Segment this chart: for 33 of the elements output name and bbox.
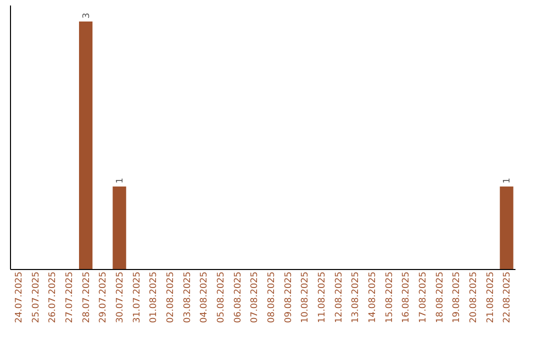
x-tick-label: 18.08.2025: [435, 272, 446, 324]
x-tick-label: 15.08.2025: [384, 272, 395, 324]
x-tick-label: 13.08.2025: [351, 272, 362, 324]
x-tick-label: 25.07.2025: [31, 272, 42, 324]
x-tick-label: 31.07.2025: [132, 272, 142, 324]
x-tick-label: 12.08.2025: [334, 272, 344, 324]
x-tick-label: 30.07.2025: [115, 272, 126, 324]
x-tick-label: 02.08.2025: [166, 272, 176, 324]
data-label: 3: [82, 12, 92, 18]
x-tick-label: 10.08.2025: [300, 272, 311, 324]
x-tick-label: 07.08.2025: [250, 272, 260, 324]
x-tick-label: 17.08.2025: [418, 272, 428, 324]
x-tick-label: 16.08.2025: [402, 272, 412, 324]
x-tick-label: 21.08.2025: [486, 272, 496, 324]
x-tick-label: 14.08.2025: [368, 272, 378, 324]
x-tick-label: 03.08.2025: [182, 272, 193, 324]
x-tick-label: 29.07.2025: [98, 272, 109, 324]
data-label: 1: [115, 178, 126, 184]
x-tick-label: 19.08.2025: [452, 272, 462, 324]
x-tick-label: 08.08.2025: [266, 272, 277, 324]
x-tick-label: 06.08.2025: [233, 272, 244, 324]
x-tick-label: 27.07.2025: [64, 272, 75, 324]
x-tick-label: 01.08.2025: [149, 272, 160, 324]
x-tick-label: 05.08.2025: [216, 272, 226, 324]
x-tick-label: 04.08.2025: [200, 272, 210, 324]
x-tick-label: 20.08.2025: [468, 272, 479, 324]
data-label: 1: [502, 178, 513, 184]
x-tick-label: 22.08.2025: [502, 272, 513, 324]
x-tick-label: 11.08.2025: [317, 272, 328, 324]
x-tick-label: 24.07.2025: [14, 272, 24, 324]
x-tick-label: 09.08.2025: [284, 272, 294, 324]
x-tick-label: 26.07.2025: [48, 272, 58, 324]
x-tick-label: 28.07.2025: [82, 272, 92, 324]
